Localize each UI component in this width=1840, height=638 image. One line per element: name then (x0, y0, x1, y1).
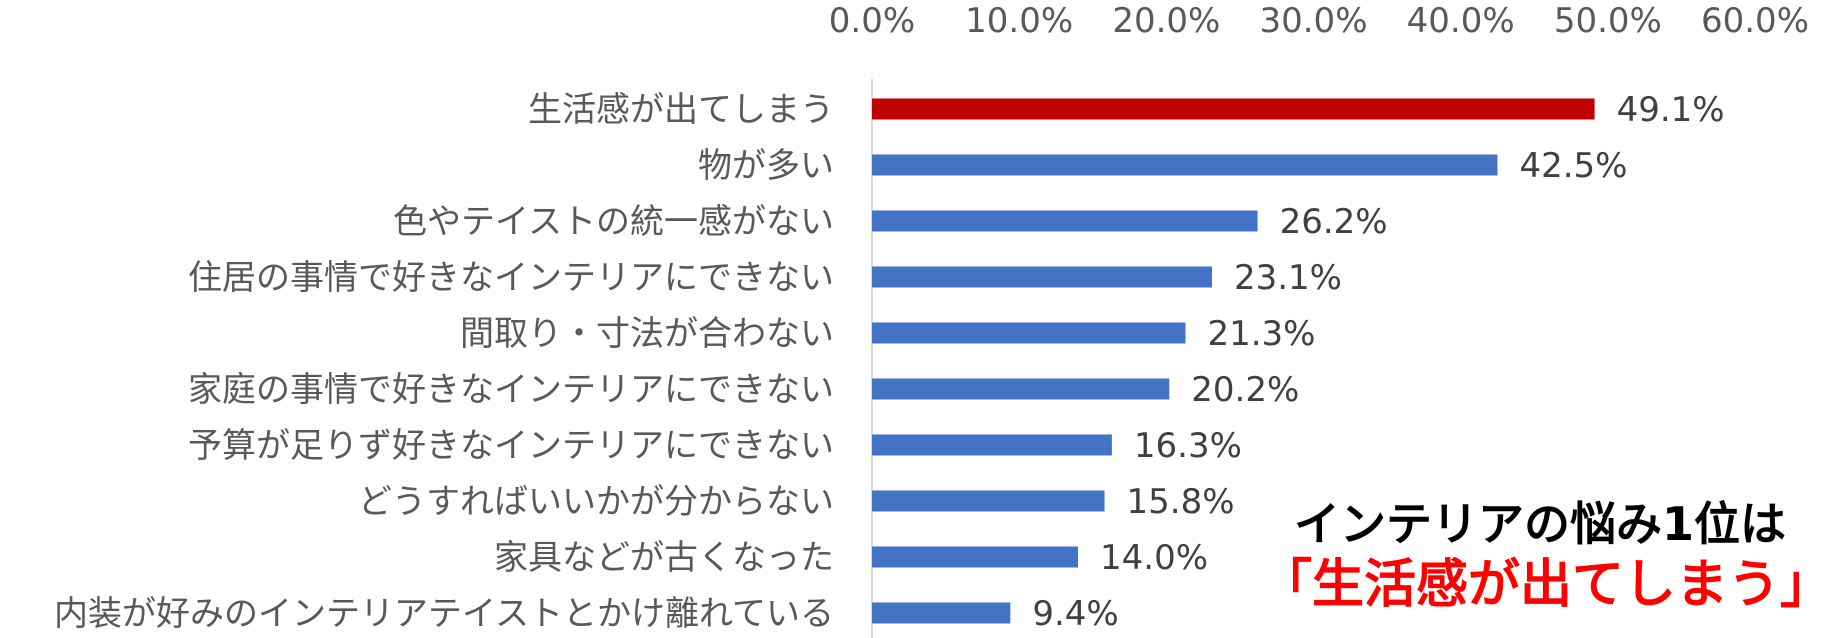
category-label: 生活感が出てしまう (528, 90, 834, 130)
bar (872, 378, 1170, 400)
value-label: 15.8% (1127, 482, 1235, 522)
x-tick-label: 50.0% (1554, 1, 1662, 41)
category-label: 家庭の事情で好きなインテリアにできない (188, 370, 834, 410)
x-axis-ticks: 0.0% 10.0% 20.0% 30.0% 40.0% 50.0% 60.0% (829, 1, 1809, 41)
category-label: 物が多い (698, 146, 834, 186)
bar (872, 434, 1112, 456)
category-label: 内装が好みのインテリアテイストとかけ離れている (54, 594, 834, 634)
value-label: 49.1% (1617, 90, 1725, 130)
bar (872, 154, 1498, 176)
bar (872, 546, 1079, 568)
value-label: 42.5% (1519, 146, 1627, 186)
bars: 生活感が出てしまう 49.1% 物が多い 42.5% 色やテイストの統一感がない 26.2… (54, 90, 1725, 634)
callout-line2: 「生活感が出てしまう」 (1260, 555, 1833, 615)
category-label: 間取り・寸法が合わない (460, 314, 834, 354)
value-label: 21.3% (1207, 314, 1315, 354)
bar (872, 266, 1212, 288)
x-tick-label: 0.0% (829, 1, 915, 41)
value-label: 16.3% (1134, 426, 1242, 466)
bar (872, 98, 1595, 120)
bar (872, 322, 1186, 344)
value-label: 23.1% (1234, 258, 1342, 298)
x-tick-label: 40.0% (1407, 1, 1515, 41)
x-tick-label: 60.0% (1701, 1, 1809, 41)
callout-line1: インテリアの悩み1位は (1293, 497, 1786, 551)
category-label: 予算が足りず好きなインテリアにできない (188, 426, 834, 466)
bar (872, 602, 1011, 624)
value-label: 9.4% (1032, 594, 1118, 634)
value-label: 14.0% (1100, 538, 1208, 578)
bar (872, 210, 1258, 232)
category-label: 色やテイストの統一感がない (393, 202, 834, 242)
category-label: どうすればいいかが分からない (358, 482, 834, 522)
bar (872, 490, 1105, 512)
x-tick-label: 20.0% (1112, 1, 1220, 41)
x-tick-label: 10.0% (965, 1, 1073, 41)
callout: インテリアの悩み1位は 「生活感が出てしまう」 (1260, 496, 1833, 618)
category-label: 住居の事情で好きなインテリアにできない (188, 258, 834, 298)
value-label: 20.2% (1191, 370, 1299, 410)
value-label: 26.2% (1280, 202, 1388, 242)
x-tick-label: 30.0% (1259, 1, 1367, 41)
category-label: 家具などが古くなった (494, 538, 834, 578)
